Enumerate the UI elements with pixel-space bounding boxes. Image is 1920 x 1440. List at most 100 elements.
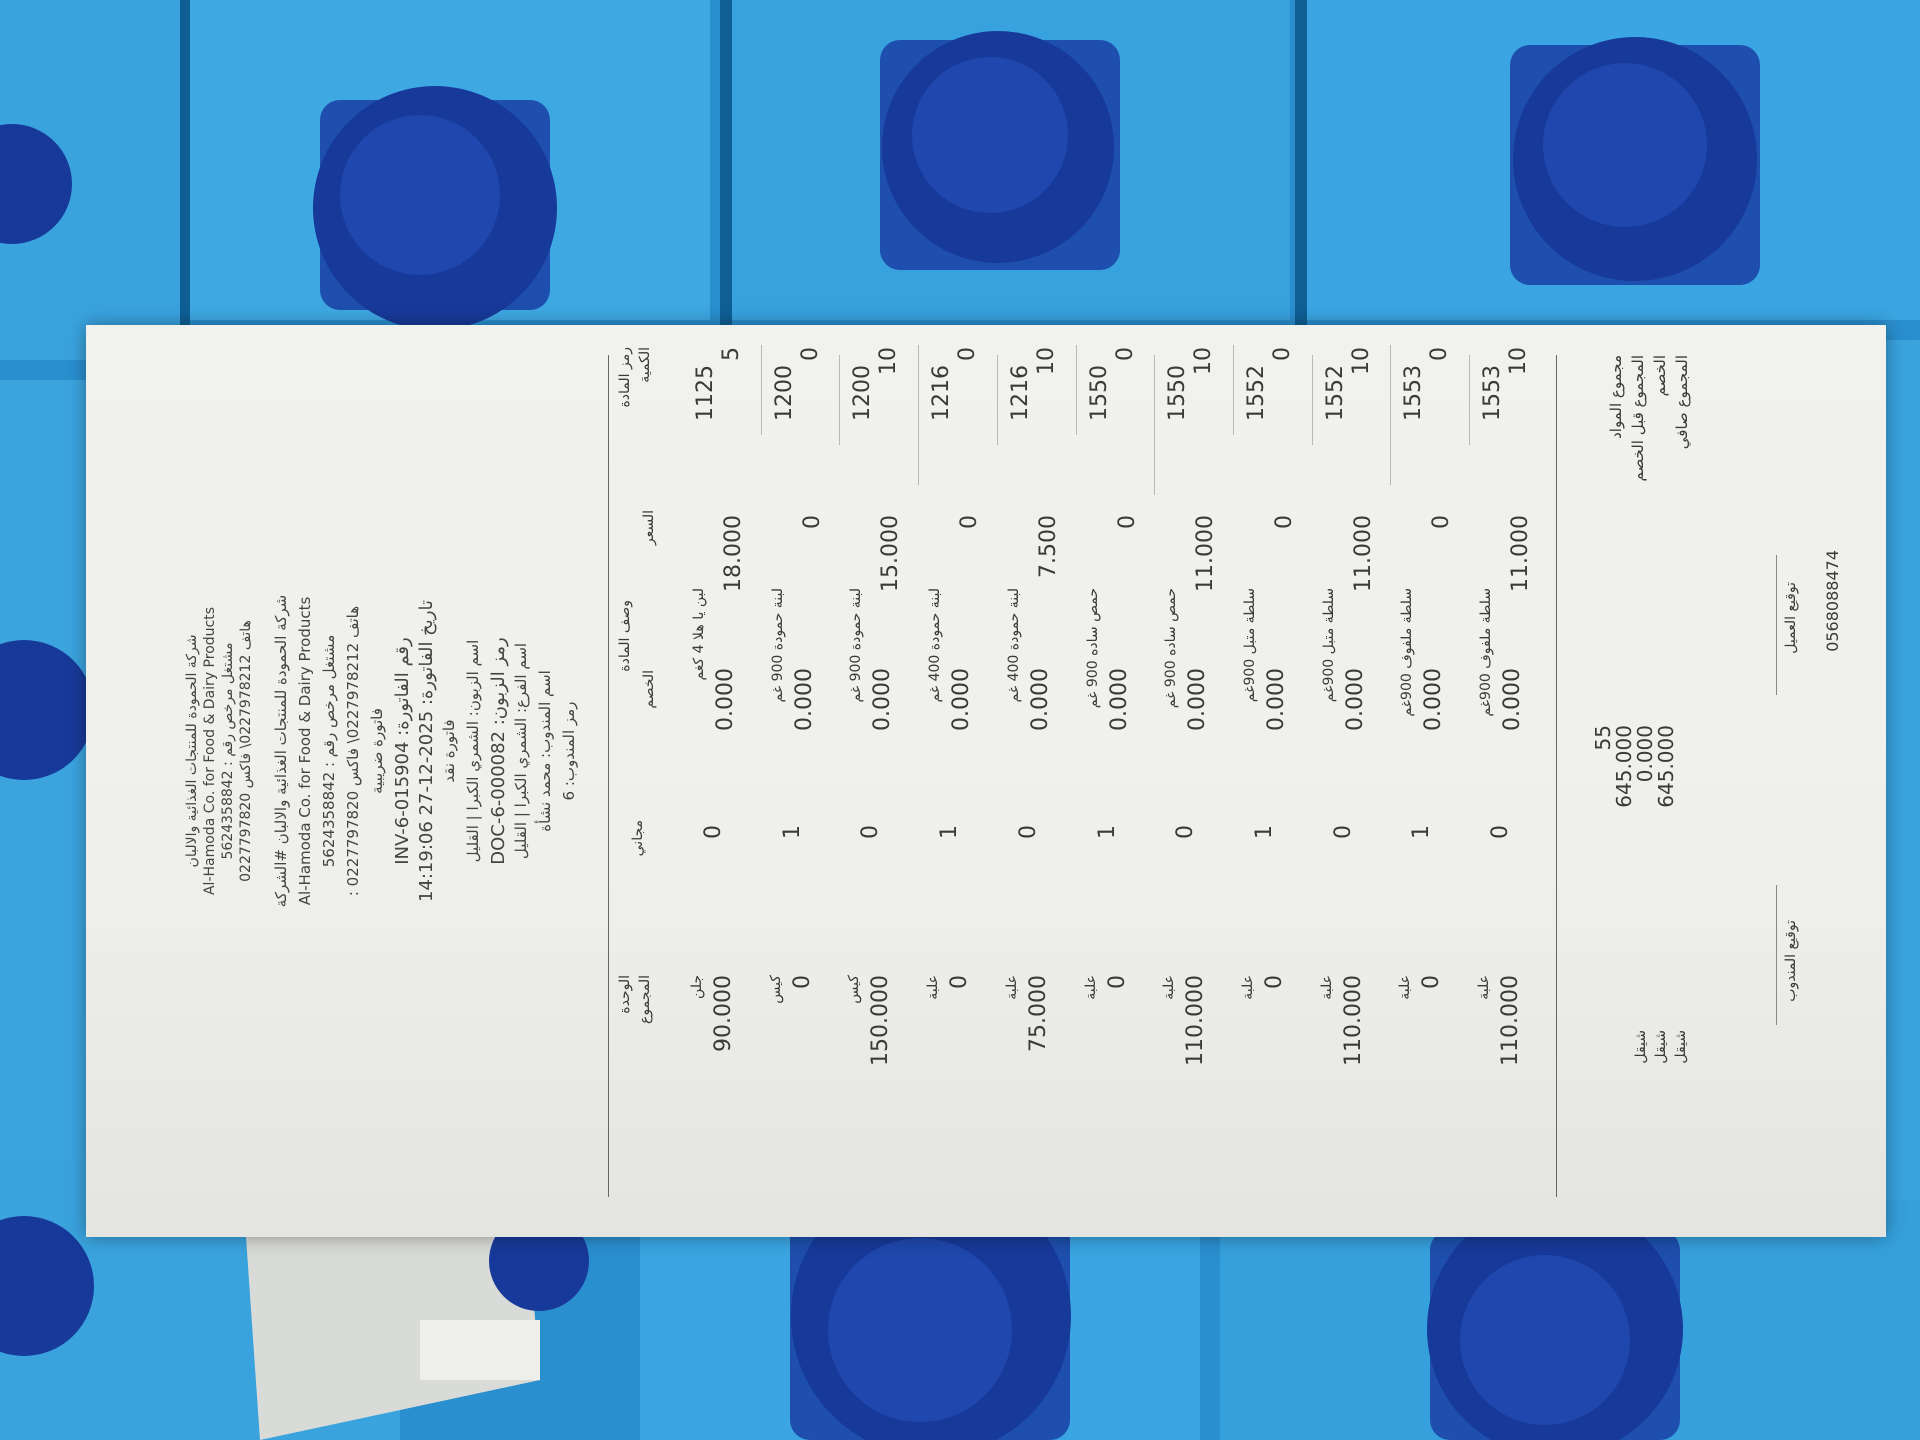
total: 110.000 [1183,975,1209,1066]
price: 0 [799,515,825,529]
price: 11.000 [1350,515,1376,592]
total-label: مجموع المواد [1607,355,1625,439]
item-code: 1553 [1401,365,1427,421]
quantity: 10 [1348,347,1374,375]
total-value: 645.000 [1654,725,1678,808]
invoice-line: مشتغل مرخص رقم : 5624358842 [320,634,338,868]
unit: علبة [1082,975,1099,1000]
label [420,1320,540,1380]
description: لبنة حمودة 400 غم [1005,588,1022,703]
total: 110.000 [1340,975,1366,1066]
quantity: 10 [1506,347,1531,375]
company-line: شركة الحمودة للمنتجات الغذائية والالبان [184,634,200,868]
cap-top [1460,1255,1630,1425]
row-separator [839,355,841,445]
discount: 0.000 [1185,668,1211,731]
free: 0 [858,825,884,839]
total: 0 [1419,975,1445,989]
unit: علبة [1161,975,1178,1000]
free: 1 [1251,825,1277,839]
discount: 0.000 [1500,668,1525,731]
free: 1 [1409,825,1435,839]
quantity: 0 [797,347,823,361]
invoice-line: اسم الفرع: الشمري الكبرا | القليل [512,642,530,860]
column-header: مجاني [630,820,646,857]
unit: علبة [1476,975,1492,1000]
description: لبنة حمودة 900 غم [848,588,865,703]
cap [0,640,94,780]
unit: علبة [1397,975,1414,1000]
seam [180,0,190,360]
free: 1 [779,825,805,839]
unit: علبة [925,975,942,1000]
rule [1556,355,1557,1197]
company-line: Al-Hamoda Co. for Food & Dairy Products [202,606,218,896]
invoice-line: هاتف 0227978212\ فاكس 0227797820 : [344,605,362,897]
invoice-line: فاتورة نقد [440,719,458,783]
total: 75.000 [1025,975,1051,1052]
total-label: الخصم [1651,355,1669,397]
item-code: 1552 [1322,365,1348,421]
description: سلطة متبل 900غم [1320,588,1337,703]
column-header: المجموع [637,975,653,1024]
description: سلطة متبل 900غم [1241,588,1258,703]
cap-top [828,1238,1012,1422]
total-label: المجموع صافي [1673,355,1691,450]
discount: 0.000 [713,668,738,731]
description: حمص ساده 900 غم [1163,588,1180,709]
row-separator [1075,345,1077,435]
currency: شيقل [1633,1030,1649,1064]
cap [0,124,72,244]
price: 11.000 [1193,515,1219,592]
unit: جلن [689,975,705,999]
total: 110.000 [1498,975,1523,1066]
item-code: 1553 [1480,365,1505,421]
rule [608,355,609,1197]
price: 0 [957,515,983,529]
discount: 0.000 [949,668,975,731]
cap-top [912,57,1068,213]
quantity: 0 [1269,347,1295,361]
total: 0 [789,975,815,989]
description: سلطة ملفوف 900غم [1478,588,1494,717]
free: 0 [701,825,726,839]
phone: 0568088474 [1823,550,1842,652]
item-code: 1200 [771,365,797,421]
invoice-line: Al-Hamoda Co. for Food & Dairy Products [296,596,314,906]
description: حمص ساده 900 غم [1084,588,1101,709]
description: سلطة ملفوف 900غم [1399,588,1416,717]
currency: شيقل [1673,1030,1689,1064]
invoice-line: فاتورة ضريبية [368,708,386,794]
free: 1 [937,825,963,839]
invoice-line: تاريخ الفاتورة: 2025-12-27 14:19:06 [416,599,437,903]
quantity: 0 [1427,347,1453,361]
free: 0 [1015,825,1041,839]
discount: 0.000 [1263,668,1289,731]
quantity: 0 [1112,347,1138,361]
quantity: 10 [1033,347,1059,375]
invoice-line: شركة الحمودة للمنتجات الغذائية والالبان … [272,594,290,908]
quantity: 10 [1191,347,1217,375]
company-line: هاتف 0227978212\ فاكس 0227797820 [238,620,254,882]
quantity: 10 [876,347,902,375]
row-separator [1232,345,1234,435]
row-separator [1154,355,1156,495]
row-separator [1311,355,1313,445]
row-separator [996,355,998,445]
description: لبنة حمودة 900 غم [769,588,786,703]
discount: 0.000 [791,668,817,731]
seam [720,0,732,330]
invoice-line: اسم المندوب: محمد نشأة [536,670,554,832]
total-value: 645.000 [1612,725,1636,808]
column-header: رمز المادة [617,347,633,408]
column-header: السعر [641,510,657,546]
item-code: 1216 [929,365,955,421]
signature-line [1776,555,1777,695]
item-code: 1200 [850,365,876,421]
signature: توقيع العميل [1783,582,1799,654]
column-header: الوحدة [617,975,633,1014]
column-header: الكمية [637,347,653,383]
row-separator [760,345,762,435]
discount: 0.000 [870,668,896,731]
free: 0 [1488,825,1513,839]
